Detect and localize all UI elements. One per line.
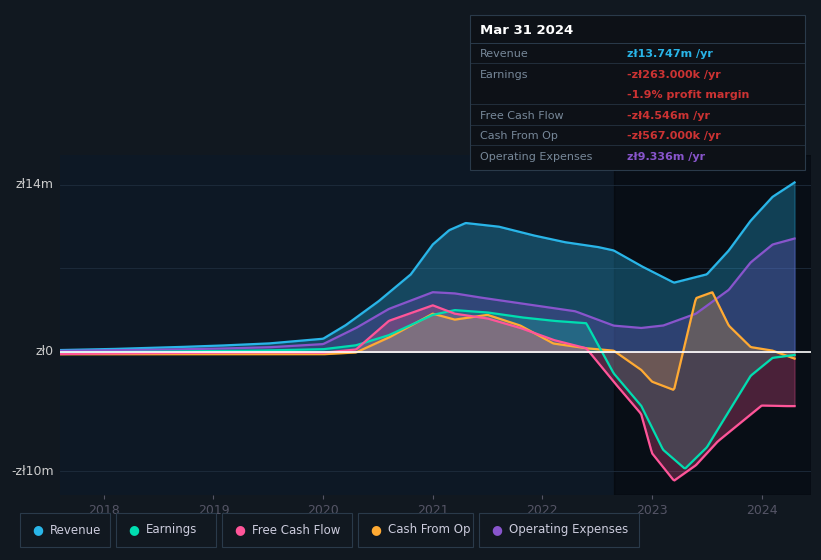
Text: Earnings: Earnings (479, 70, 529, 80)
Text: Cash From Op: Cash From Op (479, 131, 557, 141)
Text: Cash From Op: Cash From Op (388, 524, 470, 536)
Bar (613, 155, 811, 495)
Text: ●: ● (491, 524, 502, 536)
Text: ●: ● (370, 524, 381, 536)
Text: -zł567.000k /yr: -zł567.000k /yr (627, 131, 721, 141)
Text: Revenue: Revenue (479, 49, 529, 59)
Text: zł14m: zł14m (16, 178, 54, 192)
Text: -zł263.000k /yr: -zł263.000k /yr (627, 70, 721, 80)
Text: Revenue: Revenue (50, 524, 101, 536)
Text: Operating Expenses: Operating Expenses (479, 152, 592, 162)
Text: zł13.747m /yr: zł13.747m /yr (627, 49, 713, 59)
Text: ●: ● (234, 524, 245, 536)
Text: Free Cash Flow: Free Cash Flow (252, 524, 341, 536)
Text: Earnings: Earnings (146, 524, 197, 536)
Text: zł0: zł0 (36, 346, 54, 358)
Text: -zł4.546m /yr: -zł4.546m /yr (627, 111, 710, 121)
Text: -1.9% profit margin: -1.9% profit margin (627, 90, 750, 100)
Text: Mar 31 2024: Mar 31 2024 (479, 24, 573, 37)
Text: Free Cash Flow: Free Cash Flow (479, 111, 563, 121)
Text: ●: ● (32, 524, 43, 536)
Text: zł9.336m /yr: zł9.336m /yr (627, 152, 705, 162)
Text: -zł10m: -zł10m (11, 465, 54, 478)
Text: Operating Expenses: Operating Expenses (509, 524, 628, 536)
Text: ●: ● (128, 524, 139, 536)
